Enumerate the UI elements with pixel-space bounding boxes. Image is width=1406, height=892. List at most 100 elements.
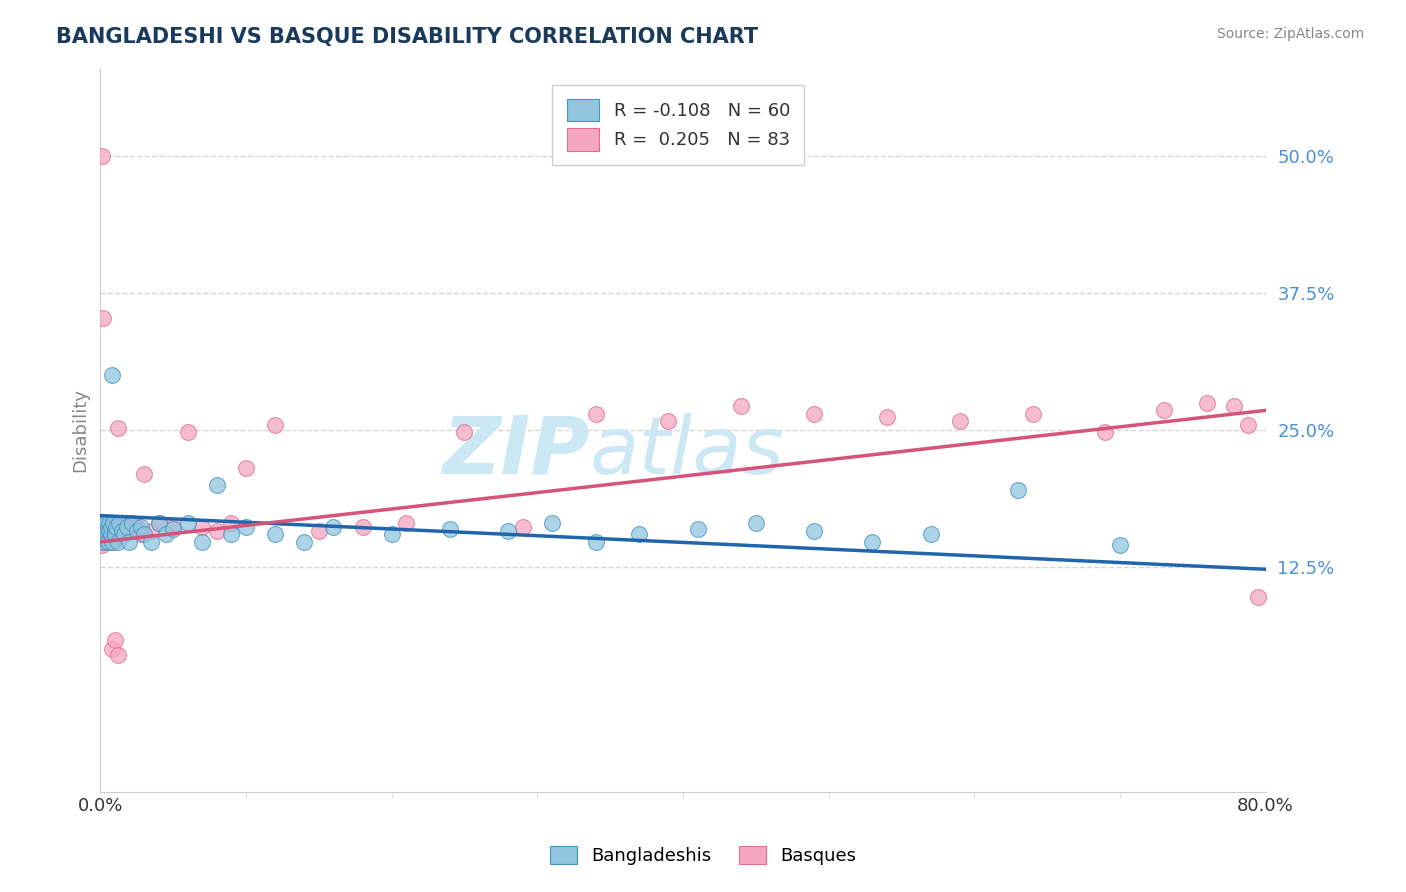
Point: [107, 534, 129, 549]
Legend: Bangladeshis, Basques: Bangladeshis, Basques: [541, 837, 865, 874]
Point: [91, 527, 114, 541]
Point: [125, 519, 148, 533]
Point: [97, 524, 120, 538]
Point: [628, 527, 651, 541]
Point: [221, 527, 243, 541]
Point: [205, 524, 228, 538]
Point: [93, 516, 115, 531]
Point: [98, 516, 121, 531]
Point: [121, 516, 143, 531]
Point: [512, 519, 534, 533]
Point: [98, 534, 121, 549]
Point: [686, 522, 709, 536]
Point: [93, 527, 115, 541]
Point: [155, 527, 177, 541]
Point: [1153, 403, 1175, 417]
Point: [221, 516, 243, 531]
Point: [745, 516, 768, 531]
Point: [1247, 590, 1270, 604]
Point: [101, 534, 124, 549]
Point: [541, 516, 564, 531]
Point: [91, 519, 114, 533]
Point: [97, 534, 120, 549]
Point: [585, 407, 607, 421]
Point: [97, 519, 120, 533]
Point: [141, 534, 163, 549]
Point: [292, 534, 315, 549]
Point: [101, 516, 124, 531]
Point: [395, 516, 418, 531]
Point: [112, 524, 135, 538]
Point: [90, 522, 112, 536]
Point: [125, 524, 148, 538]
Point: [91, 534, 114, 549]
Point: [148, 516, 170, 531]
Point: [100, 519, 122, 533]
Point: [97, 527, 120, 541]
Point: [91, 524, 114, 538]
Point: [93, 534, 115, 549]
Point: [107, 421, 129, 435]
Point: [264, 417, 287, 432]
Point: [101, 519, 124, 533]
Point: [585, 534, 607, 549]
Point: [104, 524, 127, 538]
Point: [91, 527, 114, 541]
Point: [803, 407, 825, 421]
Point: [90, 149, 112, 163]
Point: [949, 414, 972, 428]
Point: [235, 461, 257, 475]
Point: [93, 534, 115, 549]
Point: [141, 524, 163, 538]
Text: BANGLADESHI VS BASQUE DISABILITY CORRELATION CHART: BANGLADESHI VS BASQUE DISABILITY CORRELA…: [56, 27, 758, 46]
Point: [90, 527, 112, 541]
Point: [1007, 483, 1029, 498]
Point: [93, 516, 115, 531]
Point: [105, 519, 128, 533]
Point: [98, 524, 121, 538]
Legend: R = -0.108   N = 60, R =  0.205   N = 83: R = -0.108 N = 60, R = 0.205 N = 83: [553, 85, 804, 165]
Point: [118, 524, 141, 538]
Point: [100, 527, 122, 541]
Point: [91, 311, 114, 326]
Point: [93, 527, 115, 541]
Point: [162, 519, 184, 533]
Point: [100, 519, 122, 533]
Point: [308, 524, 330, 538]
Point: [115, 519, 138, 533]
Point: [91, 531, 114, 545]
Point: [876, 409, 898, 424]
Point: [453, 425, 475, 440]
Point: [101, 642, 124, 657]
Point: [93, 524, 115, 538]
Point: [93, 519, 115, 533]
Y-axis label: Disability: Disability: [72, 388, 89, 472]
Point: [96, 533, 118, 547]
Point: [657, 414, 679, 428]
Point: [112, 527, 135, 541]
Point: [191, 534, 214, 549]
Point: [90, 527, 112, 541]
Point: [97, 524, 120, 538]
Point: [177, 425, 200, 440]
Point: [103, 527, 125, 541]
Point: [105, 519, 128, 533]
Point: [803, 524, 825, 538]
Point: [101, 368, 124, 383]
Point: [322, 519, 344, 533]
Point: [162, 522, 184, 536]
Point: [90, 538, 112, 552]
Point: [96, 516, 118, 531]
Point: [98, 524, 121, 538]
Point: [103, 516, 125, 531]
Point: [108, 516, 131, 531]
Point: [97, 534, 120, 549]
Point: [111, 524, 134, 538]
Point: [100, 534, 122, 549]
Point: [98, 516, 121, 531]
Point: [98, 527, 121, 541]
Point: [93, 527, 115, 541]
Point: [1237, 417, 1260, 432]
Point: [107, 648, 129, 662]
Point: [118, 534, 141, 549]
